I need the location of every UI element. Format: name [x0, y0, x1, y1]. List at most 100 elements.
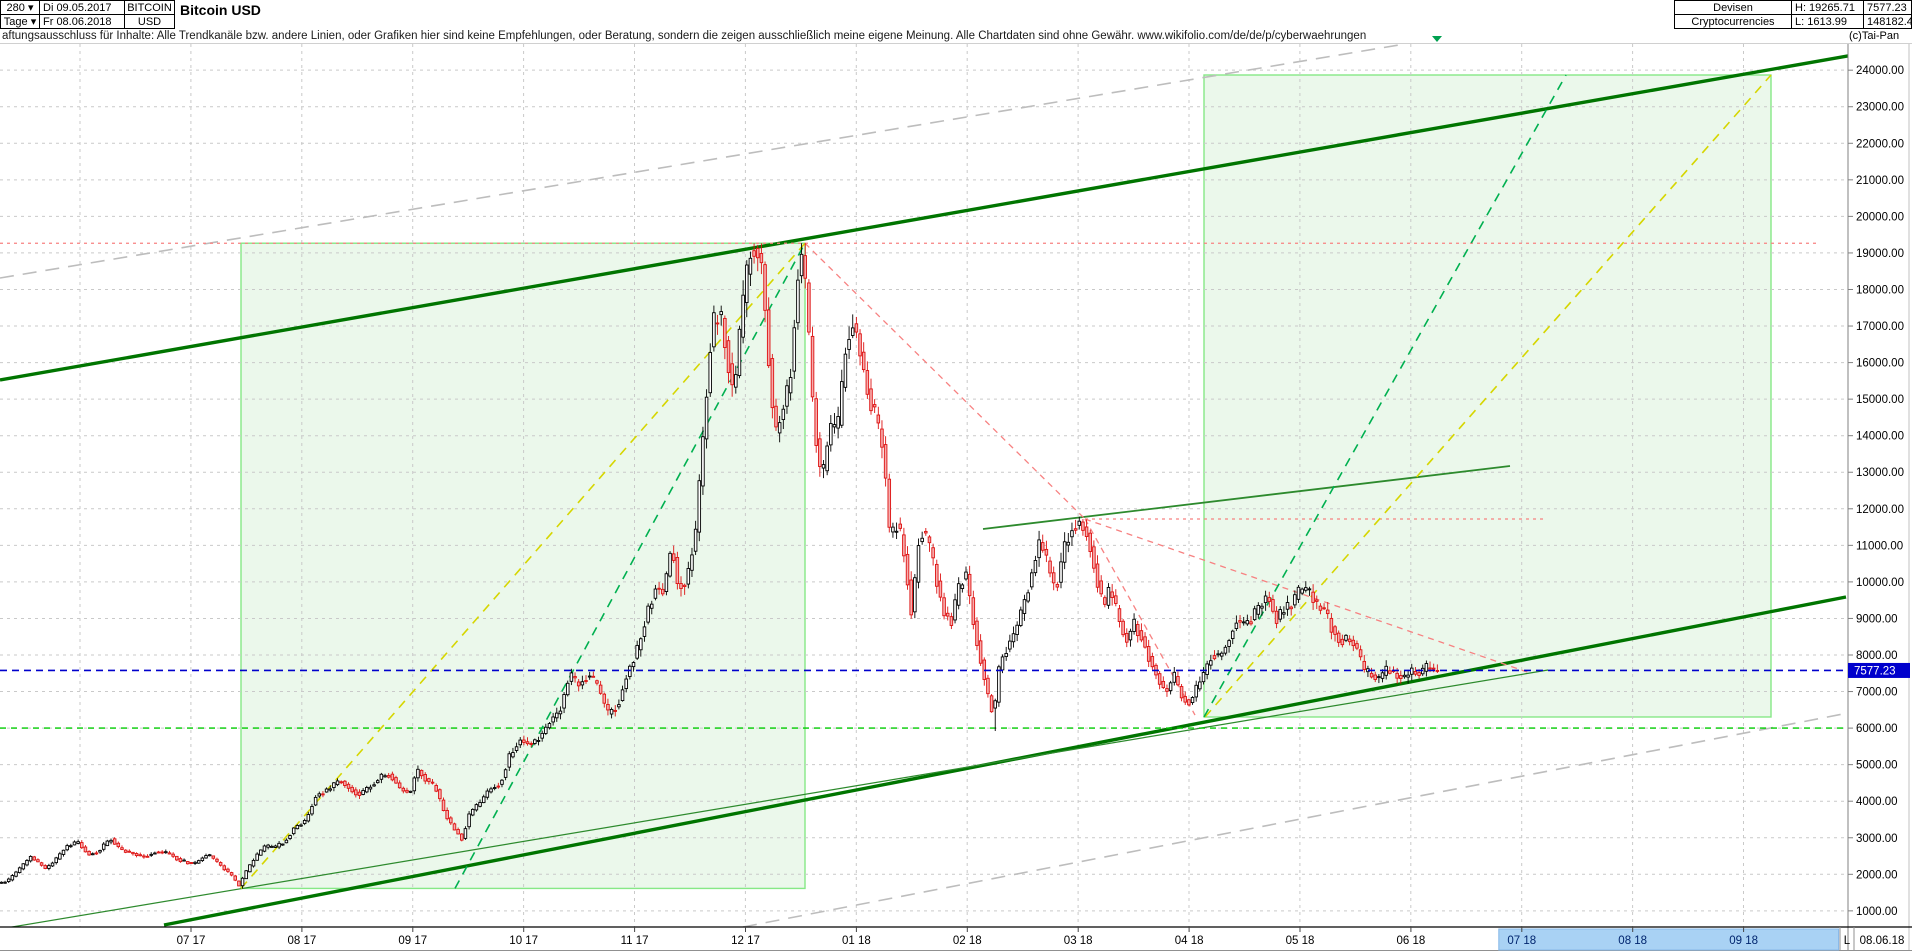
candle-body	[178, 858, 183, 863]
candle-body	[427, 778, 431, 782]
candle-body	[1278, 609, 1282, 620]
candle-body	[321, 793, 325, 796]
candle-body	[774, 405, 778, 428]
candle-body	[489, 788, 493, 793]
candle-body	[854, 323, 859, 333]
candle-body	[551, 716, 555, 723]
candle-body	[624, 678, 628, 690]
candle-body	[233, 875, 237, 881]
candle-body	[971, 597, 976, 625]
price-tick-label: 16000.00	[1856, 358, 1904, 370]
candle-body	[412, 777, 417, 792]
candle-body	[109, 839, 113, 843]
candle-body	[196, 860, 201, 864]
candle-body	[21, 863, 26, 870]
candle-body	[573, 676, 577, 679]
candle-body	[1073, 528, 1078, 531]
candle-body	[898, 523, 902, 529]
candle-body	[555, 712, 559, 719]
candle-body	[408, 790, 413, 793]
candle-body	[660, 588, 665, 595]
candle-body	[397, 782, 402, 789]
candle-body	[200, 857, 205, 862]
candle-body	[540, 732, 544, 739]
candle-body	[708, 352, 712, 394]
candle-body	[609, 708, 614, 715]
candle-body	[701, 436, 705, 487]
candle-body	[1230, 630, 1235, 640]
candle-body	[481, 796, 486, 804]
candle-body	[657, 587, 661, 590]
candle-body	[127, 850, 132, 853]
candle-body	[547, 723, 552, 729]
candle-body	[803, 255, 807, 279]
candle-body	[1377, 676, 1381, 679]
candle-body	[880, 428, 884, 448]
candle-body	[1161, 680, 1166, 689]
candle-body	[715, 322, 720, 325]
marker-triangle-icon	[1432, 36, 1442, 42]
candle-body	[1088, 532, 1092, 552]
period-unit-dropdown[interactable]: Tage ▾	[0, 14, 40, 29]
candle-body	[1325, 609, 1330, 615]
candle-body	[1256, 605, 1261, 615]
candle-body	[1380, 672, 1385, 679]
currency-label: USD	[124, 14, 175, 29]
candle-body	[631, 662, 636, 668]
candle-body	[642, 626, 647, 637]
candle-body	[1168, 682, 1173, 692]
candle-body	[288, 835, 292, 840]
candle-body	[467, 813, 471, 828]
candle-body	[1227, 640, 1231, 647]
candle-body	[80, 842, 84, 849]
candle-body	[1110, 591, 1114, 598]
candle-body	[953, 599, 957, 621]
candle-body	[949, 616, 954, 626]
candle-body	[785, 385, 789, 407]
time-tick-label: 05 18	[1286, 935, 1315, 947]
time-tick-label: 11 17	[621, 935, 649, 947]
candle-body	[894, 530, 899, 533]
candle-body	[160, 851, 164, 854]
candle-body	[94, 852, 99, 855]
candle-body	[964, 571, 968, 580]
candle-body	[456, 829, 460, 835]
price-tick-label: 7000.00	[1856, 687, 1898, 699]
candle-body	[76, 841, 80, 844]
candle-body	[883, 444, 888, 479]
main-channel-upper	[0, 54, 1848, 382]
candle-body	[723, 317, 727, 348]
candle-body	[346, 783, 351, 789]
candle-body	[262, 845, 267, 852]
candle-body	[222, 865, 227, 871]
candle-body	[354, 789, 358, 796]
candle-body	[1274, 610, 1279, 624]
candle-body	[832, 424, 837, 428]
candle-body	[704, 396, 709, 440]
candle-body	[945, 612, 950, 617]
candle-body	[1329, 617, 1334, 633]
candle-body	[975, 620, 979, 646]
price-tick-label: 21000.00	[1856, 175, 1904, 187]
candle-body	[1201, 672, 1206, 683]
candle-body	[905, 553, 910, 586]
candle-body	[156, 851, 161, 854]
candle-body	[1048, 560, 1052, 574]
price-tick-label: 8000.00	[1856, 650, 1898, 662]
candle-body	[240, 877, 245, 887]
candle-body	[328, 788, 332, 791]
candle-body	[1358, 649, 1363, 658]
candle-body	[101, 843, 106, 850]
candle-body	[781, 408, 786, 421]
price-tick-label: 9000.00	[1856, 613, 1898, 625]
candle-body	[1183, 696, 1187, 703]
candle-body	[277, 842, 281, 848]
inner-trendline	[8, 669, 1549, 927]
time-tick-label: 03 18	[1064, 935, 1093, 947]
candle-body	[474, 804, 479, 811]
price-tick-label: 2000.00	[1856, 869, 1898, 881]
candle-body	[1099, 580, 1103, 595]
candle-body	[1190, 697, 1195, 704]
price-tick-label: 14000.00	[1856, 431, 1904, 443]
